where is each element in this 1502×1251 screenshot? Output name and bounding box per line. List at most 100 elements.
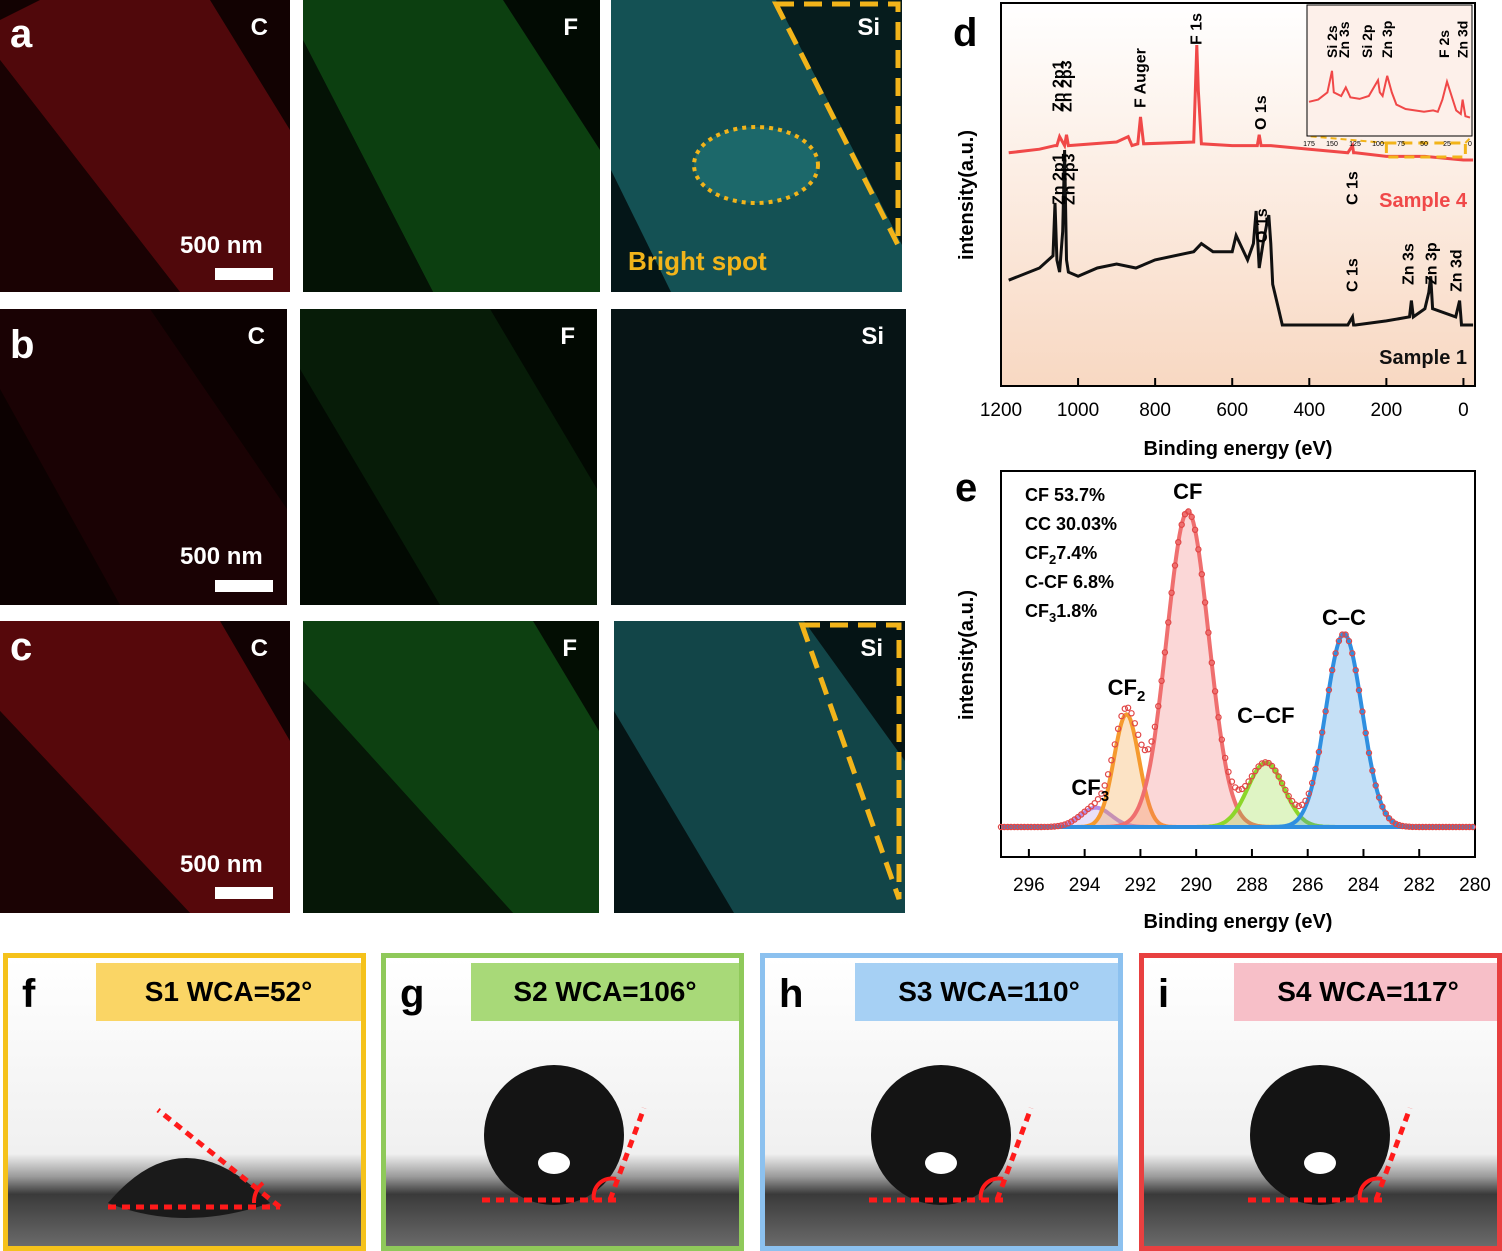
envelope-point	[1228, 778, 1236, 785]
peak-label-sample1: O 1s	[1254, 208, 1271, 243]
x-tick-label: 1200	[980, 400, 1022, 421]
envelope-point	[1114, 725, 1122, 732]
envelope-point	[1319, 729, 1326, 736]
envelope-point	[1275, 773, 1282, 780]
envelope-point	[1134, 731, 1142, 738]
element-label: Si	[857, 14, 880, 41]
tangent-marker	[1373, 1107, 1413, 1201]
peak-label: CF	[1173, 479, 1202, 504]
wca-panel-g: g S2 WCA=106°	[381, 953, 744, 1251]
x-axis-title: Binding energy (eV)	[1144, 438, 1333, 460]
envelope-point	[1211, 688, 1219, 695]
peak-label-sample1: Zn 3p	[1424, 242, 1441, 285]
envelope-point	[1382, 810, 1389, 817]
element-label: Si	[860, 635, 883, 662]
x-tick-label: 800	[1139, 400, 1171, 421]
envelope-point	[1094, 796, 1102, 803]
envelope-point	[1305, 790, 1312, 797]
wca-panel-f: f S1 WCA=52°	[3, 953, 366, 1251]
envelope-point	[1385, 815, 1393, 822]
envelope-point	[1198, 570, 1205, 578]
envelope-point	[1021, 823, 1028, 831]
envelope-point	[1416, 823, 1423, 831]
envelope-point	[1449, 823, 1456, 831]
droplet-highlight	[1304, 1152, 1336, 1174]
envelope-point	[1292, 801, 1299, 808]
envelope-point	[1355, 686, 1363, 694]
envelope-point	[1309, 779, 1316, 787]
x-tick-label: 290	[1180, 875, 1212, 896]
envelope-point	[1419, 823, 1426, 831]
envelope-point	[1359, 708, 1366, 715]
envelope-point	[1004, 823, 1011, 831]
x-tick-label: 282	[1403, 875, 1435, 896]
envelope-point	[1352, 666, 1359, 674]
x-tick-label: 400	[1293, 400, 1325, 421]
envelope-point	[1188, 513, 1195, 521]
angle-arc	[591, 1176, 617, 1201]
envelope-point	[1108, 757, 1115, 764]
peak-label-sample1: Zn 2p1	[1051, 153, 1068, 205]
envelope-point	[1165, 619, 1172, 626]
envelope-point	[1365, 749, 1373, 757]
envelope-point	[1001, 823, 1008, 831]
envelope-point	[1124, 704, 1132, 711]
envelope-point	[1024, 823, 1032, 831]
envelope-point	[1332, 650, 1339, 657]
sample4-legend: Sample 4	[1379, 190, 1468, 212]
angle-arc	[978, 1176, 1004, 1201]
inset-peak-label: F 2s	[1436, 30, 1452, 58]
element-label: C	[250, 635, 268, 662]
envelope-point	[1168, 589, 1175, 597]
sample1-line	[1008, 149, 1474, 327]
envelope-point	[1285, 792, 1292, 800]
envelope-point	[1252, 767, 1259, 775]
envelope-point	[1011, 823, 1018, 831]
element-label: Si	[861, 323, 884, 350]
envelope-point	[1171, 562, 1179, 569]
map-b-silicon: Si	[611, 309, 906, 605]
composition-item: C-CF 6.8%	[1025, 572, 1114, 592]
inset-tick-label: 100	[1372, 141, 1384, 148]
inset-tick-label: 0	[1468, 141, 1472, 148]
scale-bar-label: 500 nm	[180, 851, 263, 878]
envelope-point	[1369, 767, 1376, 774]
envelope-point	[1312, 765, 1319, 773]
envelope-point	[1191, 526, 1199, 534]
envelope-point	[1205, 629, 1212, 636]
inset-tick-label: 125	[1349, 141, 1361, 148]
envelope-point	[1375, 794, 1383, 801]
envelope-point	[1215, 714, 1222, 721]
envelope-point	[1396, 821, 1403, 829]
scale-bar-label: 500 nm	[180, 543, 263, 570]
map-c-silicon: Si	[614, 621, 905, 913]
sample4-line	[1008, 44, 1474, 162]
y-axis-title: intensity(a.u.)	[956, 130, 978, 260]
envelope-point	[1158, 677, 1165, 685]
envelope-point	[1178, 521, 1185, 528]
envelope-point	[1442, 823, 1450, 831]
panel-letter-a: a	[10, 12, 33, 56]
envelope-point	[1141, 746, 1149, 754]
panel-letter-b: b	[10, 323, 35, 367]
envelope-point	[1027, 823, 1035, 831]
envelope-point	[1459, 823, 1466, 831]
envelope-point	[1469, 823, 1477, 831]
envelope-point	[1412, 823, 1420, 831]
x-tick-label: 296	[1013, 875, 1045, 896]
element-label: F	[562, 635, 577, 662]
envelope-point	[1452, 823, 1460, 831]
envelope-point	[1014, 823, 1021, 831]
envelope-point	[1402, 823, 1410, 830]
envelope-point	[1121, 705, 1128, 712]
wca-panel-h: h S3 WCA=110°	[760, 953, 1123, 1251]
element-label: C	[250, 14, 268, 41]
scale-bar	[215, 887, 273, 899]
panel-letter-e: e	[955, 466, 977, 510]
map-a-silicon: Si Bright spot	[611, 0, 902, 292]
composition-item: CC 30.03%	[1025, 514, 1117, 534]
envelope-point	[1349, 650, 1356, 657]
envelope-point	[1118, 712, 1125, 720]
peak-label-sample4: Zn 2p3	[1058, 60, 1075, 112]
